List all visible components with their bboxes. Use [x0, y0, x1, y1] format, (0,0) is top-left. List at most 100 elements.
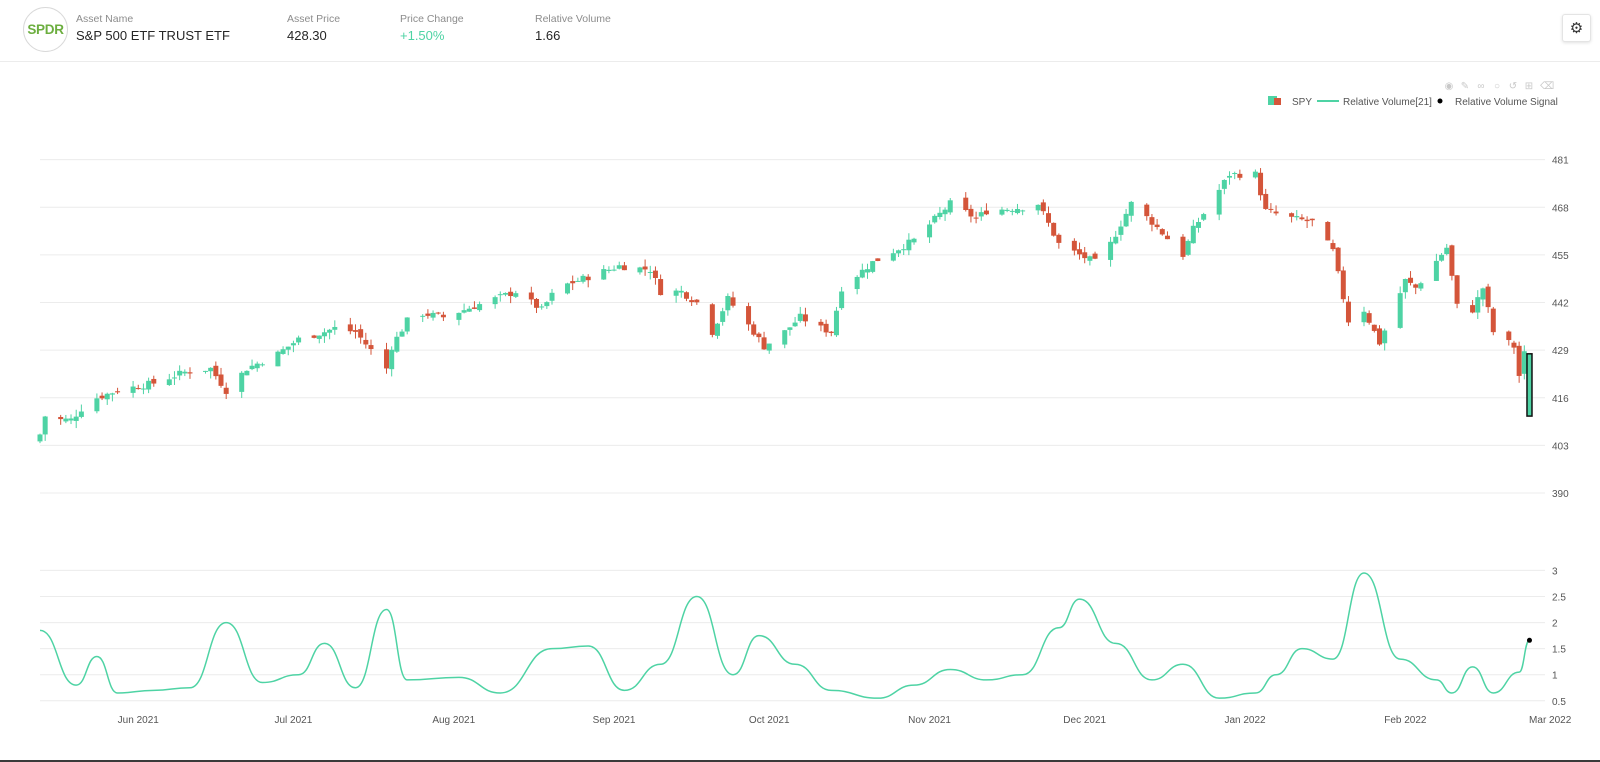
candle-up — [466, 308, 472, 312]
candle-up — [1418, 283, 1424, 289]
candle-up — [1128, 201, 1134, 216]
zoom-icon[interactable]: ○ — [1493, 81, 1501, 92]
candle-up — [259, 364, 265, 366]
bottom-border — [0, 760, 1600, 762]
candle-down — [1304, 219, 1310, 222]
candle-down — [1051, 222, 1057, 236]
asset-name-stat: Asset Name S&P 500 ETF TRUST ETF — [76, 13, 230, 44]
candle-down — [115, 391, 121, 393]
spdr-logo: SPDR — [23, 7, 68, 52]
asset-price-value: 428.30 — [287, 28, 327, 43]
candle-up — [766, 343, 772, 351]
candle-up — [1433, 260, 1439, 281]
candle-down — [1511, 342, 1517, 348]
candle-up — [1444, 247, 1450, 255]
candle-up — [399, 331, 405, 337]
candle-up — [280, 349, 286, 354]
camera-icon[interactable]: ◉ — [1444, 81, 1454, 92]
candle-up — [404, 317, 410, 332]
candle-down — [99, 395, 105, 399]
candle-up — [42, 416, 48, 435]
x-tick-label: Mar 2022 — [1529, 715, 1572, 726]
pencil-icon[interactable]: ✎ — [1460, 81, 1470, 92]
price-tick-label: 442 — [1552, 299, 1569, 310]
candle-down — [218, 374, 224, 386]
candle-down — [1454, 275, 1460, 304]
price-tick-label: 468 — [1552, 203, 1569, 214]
x-tick-label: Sep 2021 — [593, 715, 636, 726]
x-tick-label: Nov 2021 — [908, 715, 951, 726]
candle-up — [673, 290, 679, 296]
settings-button[interactable]: ⚙ — [1562, 14, 1591, 42]
candle-down — [384, 349, 390, 369]
candle-down — [508, 291, 514, 297]
candle-up — [1020, 210, 1026, 212]
candle-up — [420, 315, 426, 317]
candle-up — [497, 294, 503, 296]
x-tick-label: Oct 2021 — [749, 715, 790, 726]
reset-icon[interactable]: ↺ — [1508, 81, 1518, 92]
candle-up — [1087, 256, 1093, 261]
candle-down — [1371, 324, 1377, 331]
candle-down — [1056, 234, 1062, 243]
candle-down — [973, 217, 979, 219]
candle-down — [1154, 224, 1160, 228]
candle-up — [1439, 254, 1445, 261]
candle-up — [430, 312, 436, 318]
candle-up — [171, 377, 177, 379]
candle-up — [1108, 241, 1114, 260]
candle-down — [1180, 236, 1186, 257]
candle-down — [1408, 277, 1414, 283]
candle-down — [570, 281, 576, 284]
volume-tick-label: 1.5 — [1552, 645, 1566, 656]
volume-tick-label: 0.5 — [1552, 697, 1566, 708]
plus-icon[interactable]: ⊞ — [1524, 81, 1534, 92]
candle-down — [1092, 253, 1098, 259]
candle-down — [730, 297, 736, 306]
candle-up — [456, 312, 462, 320]
candle-down — [311, 335, 317, 338]
candle-up — [549, 292, 555, 301]
candle-up — [787, 327, 793, 330]
relative-volume-label: Relative Volume — [535, 13, 611, 25]
candle-up — [890, 253, 896, 261]
volume-tick-label: 2 — [1552, 619, 1558, 630]
candle-up — [78, 411, 84, 417]
candle-down — [1077, 249, 1083, 255]
candle-down — [652, 270, 658, 278]
lasso-icon[interactable]: ∞ — [1477, 81, 1485, 92]
candle-up — [678, 290, 684, 293]
volume-tick-label: 2.5 — [1552, 593, 1566, 604]
legend-spy-swatch-down — [1274, 98, 1281, 105]
candle-down — [968, 208, 974, 217]
candle-up — [332, 326, 338, 330]
candle-up — [1232, 173, 1238, 175]
candle-up — [244, 370, 250, 376]
price-chart[interactable]: 390 403 416 429 442 455 468 481 0.5 1 1.5 2 2.5 3 Jun … — [0, 62, 1600, 760]
candle-up — [580, 275, 586, 282]
legend-spy-label: SPY — [1292, 97, 1312, 108]
candle-up — [389, 349, 395, 370]
candle-up — [575, 280, 581, 282]
candle-up — [290, 343, 296, 346]
candle-down — [347, 324, 353, 332]
candle-up — [254, 363, 260, 369]
candle-down — [1289, 213, 1295, 217]
candle-up — [1382, 330, 1388, 344]
candle-up — [539, 306, 545, 308]
candle-up — [1035, 204, 1041, 211]
candle-up — [927, 224, 933, 238]
candle-up — [1252, 171, 1258, 178]
candle-up — [637, 267, 643, 273]
candle-down — [828, 331, 834, 333]
signal-candle — [1526, 353, 1533, 417]
eraser-icon[interactable]: ⌫ — [1540, 81, 1555, 92]
candle-up — [1402, 278, 1408, 293]
candle-up — [932, 215, 938, 223]
candle-up — [296, 337, 302, 343]
price-tick-label: 416 — [1552, 394, 1569, 405]
candle-down — [1164, 235, 1170, 240]
candle-down — [368, 345, 374, 350]
candle-up — [513, 293, 519, 297]
candle-up — [1294, 216, 1300, 218]
